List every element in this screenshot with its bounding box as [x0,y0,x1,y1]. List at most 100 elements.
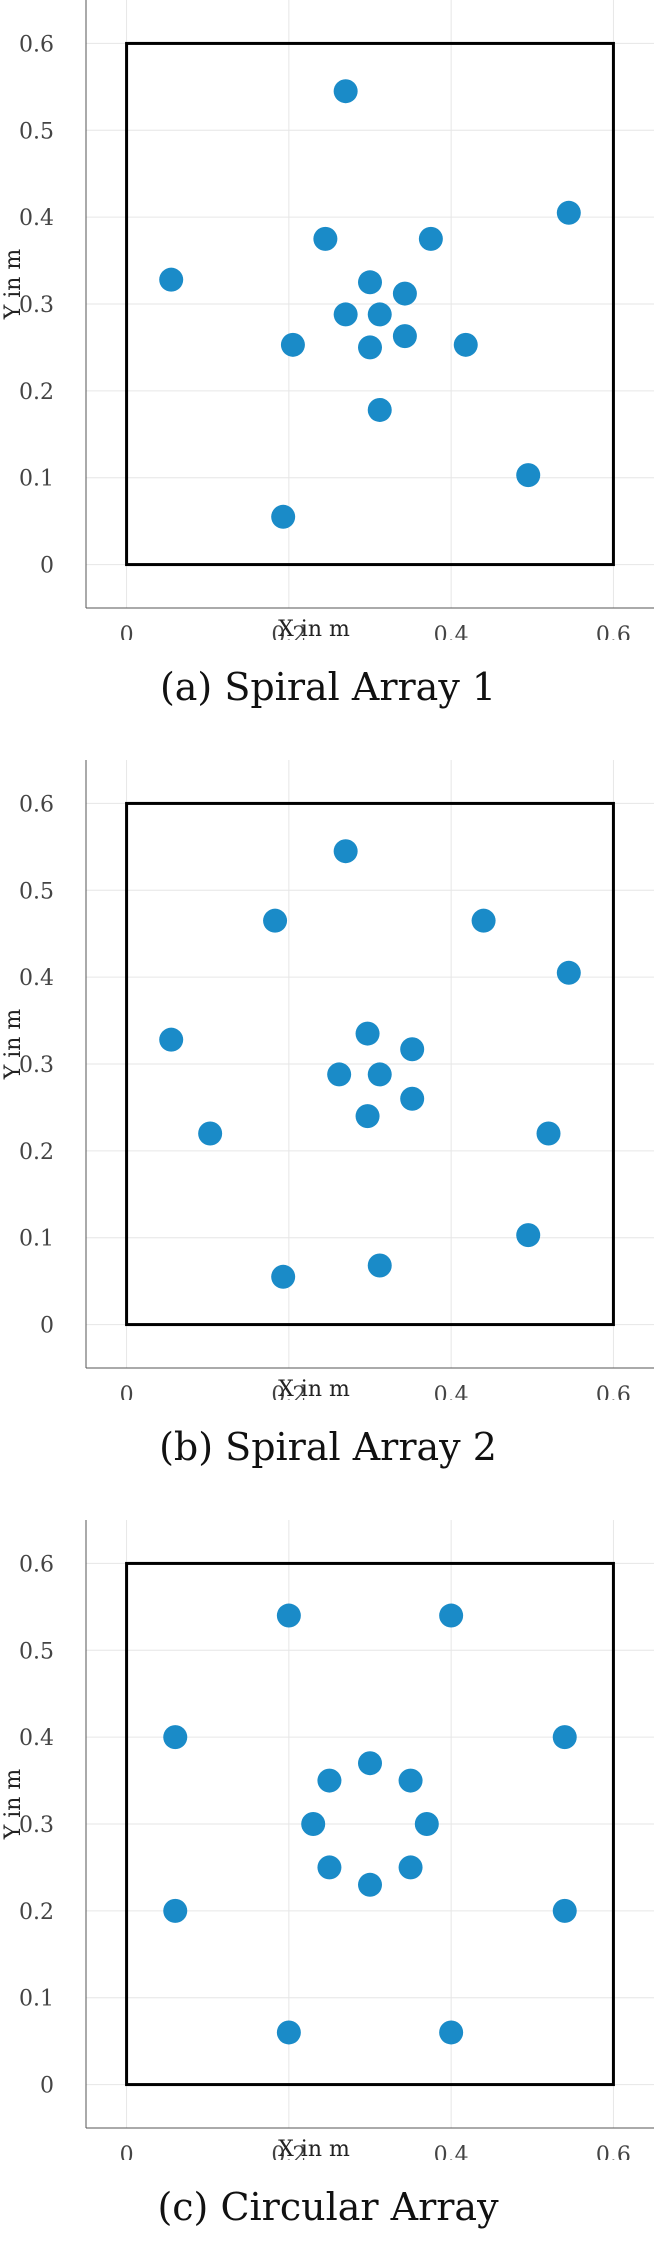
x-tick-label: 0.2 [271,623,306,640]
scatter-chart-spiral-array-2: 0 0.2 0.4 0.6 0 0.1 0.2 0.3 0.4 0.5 0.6 X in m Y in … [1,760,654,1400]
microphone-point [398,1855,423,1880]
microphone-point [355,1104,380,1129]
caption-spiral-array-2: (b) Spiral Array 2 [159,1425,497,1469]
microphone-point [367,302,392,327]
y-axis-label: Y in m [1,1009,26,1081]
y-tick-label: 0 [40,1314,54,1339]
x-tick-label: 0 [120,1383,134,1400]
y-tick-label: 0.4 [19,206,54,231]
microphone-point [271,504,296,529]
microphone-point [392,324,417,349]
y-tick-label: 0.3 [19,1813,54,1838]
microphone-point [333,302,358,327]
panel-spiral-array-1: 0 0.2 0.4 0.6 0 0.1 0.2 0.3 0.4 0.5 0.6 X in m Y in … [0,0,656,640]
scatter-chart-spiral-array-1: 0 0.2 0.4 0.6 0 0.1 0.2 0.3 0.4 0.5 0.6 X in m Y in … [1,0,654,640]
microphone-point [358,270,382,295]
microphone-point [198,1121,223,1146]
x-tick-label: 0.6 [596,2143,631,2160]
microphone-point [392,281,417,306]
microphone-point [355,1021,380,1046]
y-axis-label: Y in m [1,249,26,321]
x-axis-label: X in m [278,2137,350,2160]
y-tick-label: 0.3 [19,293,54,318]
y-tick-label: 0.1 [19,1227,54,1252]
y-tick-label: 0.2 [19,380,54,405]
microphone-point [163,1725,188,1750]
y-tick-label: 0.4 [19,1726,54,1751]
microphone-point [163,1898,188,1923]
x-tick-label: 0.4 [434,623,469,640]
grid [86,1520,654,2128]
y-tick-label: 0.6 [19,32,54,57]
microphone-point [159,267,184,292]
microphone-point [327,1062,352,1087]
microphone-point [439,2020,464,2045]
microphone-point [414,1812,439,1836]
scatter-chart-circular-array: 0 0.2 0.4 0.6 0 0.1 0.2 0.3 0.4 0.5 0.6 X in m Y in … [1,1520,654,2160]
microphone-point [271,1264,296,1289]
x-tick-label: 0.2 [271,1383,306,1400]
array-boundary-frame [125,41,615,567]
y-tick-label: 0.5 [19,1639,54,1664]
x-tick-label: 0.4 [434,2143,469,2160]
grid [86,760,654,1368]
grid [86,0,654,608]
panel-circular-array: 0 0.2 0.4 0.6 0 0.1 0.2 0.3 0.4 0.5 0.6 X in m Y in … [0,1520,656,2160]
microphone-point [556,960,581,985]
microphone-point [398,1768,423,1793]
microphone-point [333,79,358,104]
microphone-point [263,908,288,933]
x-tick-label: 0 [120,623,134,640]
y-axis-label: Y in m [1,1769,26,1841]
x-tick-label: 0 [120,2143,134,2160]
microphone-point [439,1603,464,1628]
y-tick-label: 0.1 [19,1987,54,2012]
microphone-point [556,200,581,225]
y-tick-label: 0.5 [19,879,54,904]
x-axis-label: X in m [278,1377,350,1400]
array-boundary-frame [125,1561,615,2087]
microphone-point [418,226,443,251]
y-tick-label: 0.2 [19,1140,54,1165]
microphone-point [313,226,338,251]
y-tick-label: 0.3 [19,1053,54,1078]
microphone-point [159,1027,184,1052]
microphone-point [317,1855,342,1880]
y-tick-label: 0 [40,554,54,579]
microphone-point [358,1751,382,1776]
microphone-point [358,1872,382,1897]
microphone-point [400,1037,425,1062]
y-tick-label: 0.4 [19,966,54,991]
x-tick-label: 0.6 [596,1383,631,1400]
x-axis-label: X in m [278,617,350,640]
microphone-point [516,1223,541,1248]
microphone-point [317,1768,342,1793]
microphone-point [358,335,382,360]
caption-spiral-array-1: (a) Spiral Array 1 [159,665,497,709]
caption-circular-array: (c) Circular Array [157,2185,499,2229]
microphone-point [552,1725,577,1750]
microphone-point [367,1062,392,1087]
microphone-point [367,1253,392,1278]
panel-spiral-array-2: 0 0.2 0.4 0.6 0 0.1 0.2 0.3 0.4 0.5 0.6 X in m Y in … [0,760,656,1400]
microphone-point [276,1603,301,1628]
microphone-point [280,332,305,357]
x-tick-label: 0.4 [434,1383,469,1400]
microphone-point [552,1898,577,1923]
microphone-point [536,1121,561,1146]
microphone-point [301,1812,326,1836]
y-tick-label: 0.6 [19,1552,54,1577]
array-boundary-frame [125,801,615,1327]
microphone-point [276,2020,301,2045]
microphone-point [400,1086,425,1111]
microphone-point [333,839,358,864]
x-tick-label: 0.2 [271,2143,306,2160]
y-tick-label: 0.2 [19,1900,54,1925]
x-tick-label: 0.6 [596,623,631,640]
microphone-point [516,463,541,488]
y-tick-label: 0.1 [19,467,54,492]
microphone-point [453,332,478,357]
y-tick-label: 0 [40,2074,54,2099]
y-tick-label: 0.5 [19,119,54,144]
y-tick-label: 0.6 [19,792,54,817]
